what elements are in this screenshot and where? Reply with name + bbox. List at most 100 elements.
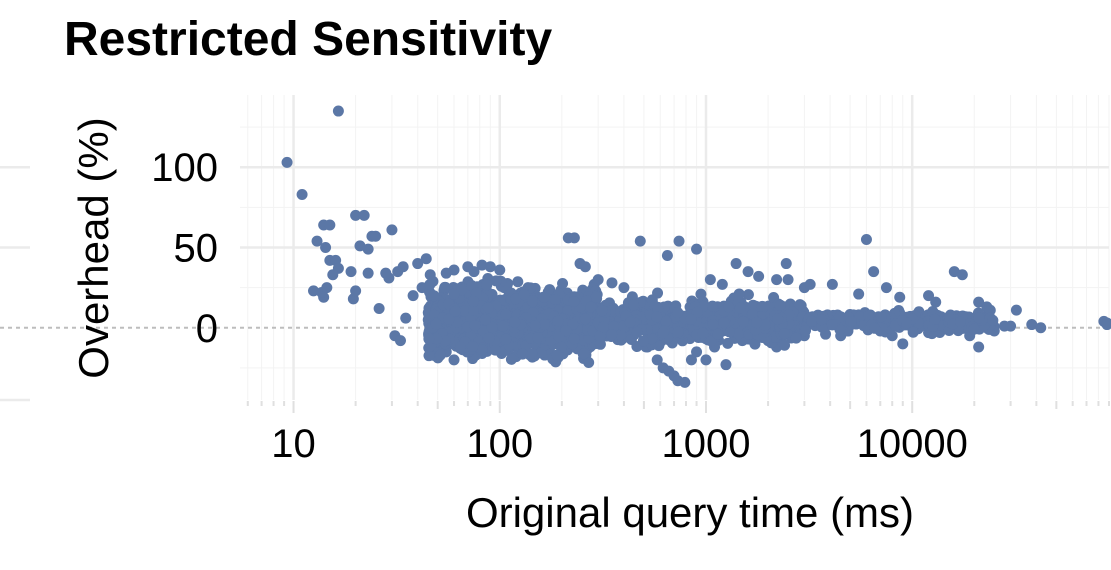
data-point bbox=[535, 347, 547, 359]
data-point bbox=[583, 356, 595, 368]
data-point bbox=[685, 354, 697, 366]
data-point bbox=[897, 338, 909, 350]
data-point bbox=[424, 279, 436, 291]
data-point bbox=[615, 329, 627, 341]
data-point bbox=[467, 341, 479, 353]
data-point bbox=[568, 296, 580, 308]
data-point bbox=[968, 323, 980, 335]
data-point bbox=[557, 278, 569, 290]
data-point bbox=[578, 348, 590, 360]
y-axis-title: Overhead (%) bbox=[70, 117, 117, 378]
data-point bbox=[880, 282, 892, 294]
data-point bbox=[751, 317, 763, 329]
data-point bbox=[691, 243, 703, 255]
data-point bbox=[624, 316, 636, 328]
data-point bbox=[517, 348, 529, 360]
chart-title: Restricted Sensitivity bbox=[64, 13, 553, 66]
data-point bbox=[606, 329, 618, 341]
data-point bbox=[794, 299, 806, 311]
data-point bbox=[568, 232, 580, 244]
data-point bbox=[779, 339, 791, 351]
data-point bbox=[380, 267, 392, 279]
data-point bbox=[845, 315, 857, 327]
data-point bbox=[449, 305, 461, 317]
data-point bbox=[476, 259, 488, 271]
data-point bbox=[486, 321, 498, 333]
data-point bbox=[526, 348, 538, 360]
data-point bbox=[568, 333, 580, 345]
data-point bbox=[672, 375, 684, 387]
data-point bbox=[370, 230, 382, 242]
data-point bbox=[778, 328, 790, 340]
data-point bbox=[412, 258, 424, 270]
data-point bbox=[782, 274, 794, 286]
data-point bbox=[1035, 322, 1047, 334]
data-point bbox=[579, 313, 591, 325]
data-point bbox=[551, 349, 563, 361]
data-point bbox=[868, 266, 880, 278]
data-point bbox=[663, 365, 675, 377]
data-point bbox=[477, 324, 489, 336]
data-point bbox=[815, 314, 827, 326]
x-axis-title: Original query time (ms) bbox=[466, 489, 914, 536]
data-point bbox=[1005, 320, 1017, 332]
data-point bbox=[657, 327, 669, 339]
data-point bbox=[716, 278, 728, 290]
data-point bbox=[321, 282, 333, 294]
data-point bbox=[407, 290, 419, 302]
data-point bbox=[780, 258, 792, 270]
data-point bbox=[1101, 319, 1111, 331]
data-point bbox=[759, 319, 771, 331]
data-point bbox=[579, 261, 591, 273]
data-point bbox=[742, 289, 754, 301]
data-point bbox=[923, 290, 935, 302]
data-point bbox=[672, 307, 684, 319]
data-point bbox=[332, 105, 344, 117]
data-point bbox=[311, 235, 323, 247]
data-point bbox=[954, 316, 966, 328]
x-axis-ticks: 10 100 1000 10000 bbox=[246, 401, 1110, 466]
data-point bbox=[350, 285, 362, 297]
y-axis-ticks: 0 50 100 bbox=[151, 146, 218, 351]
data-point bbox=[552, 315, 564, 327]
data-point bbox=[734, 302, 746, 314]
data-point bbox=[476, 344, 488, 356]
data-point bbox=[722, 337, 734, 349]
data-point bbox=[597, 321, 609, 333]
data-point bbox=[606, 277, 618, 289]
data-point bbox=[705, 335, 717, 347]
data-point bbox=[505, 353, 517, 365]
data-point bbox=[685, 313, 697, 325]
data-point bbox=[281, 156, 293, 168]
data-point bbox=[875, 311, 887, 323]
data-point bbox=[732, 328, 744, 340]
data-point bbox=[549, 293, 561, 305]
data-point bbox=[1026, 319, 1038, 331]
data-point bbox=[458, 305, 470, 317]
data-point bbox=[358, 209, 370, 221]
data-point bbox=[538, 291, 550, 303]
data-point bbox=[826, 319, 838, 331]
data-point bbox=[443, 313, 455, 325]
data-point bbox=[439, 281, 451, 293]
data-point bbox=[973, 312, 985, 324]
data-point bbox=[400, 312, 412, 324]
data-point bbox=[660, 315, 672, 327]
data-point bbox=[804, 278, 816, 290]
data-point bbox=[467, 295, 479, 307]
data-point bbox=[863, 310, 875, 322]
data-point bbox=[691, 346, 703, 358]
data-point bbox=[930, 296, 942, 308]
data-point bbox=[362, 267, 374, 279]
data-point bbox=[397, 261, 409, 273]
data-point bbox=[628, 299, 640, 311]
data-point bbox=[733, 288, 745, 300]
x-tick-label: 10 bbox=[271, 422, 316, 466]
data-point bbox=[483, 332, 495, 344]
data-point bbox=[907, 326, 919, 338]
data-point bbox=[470, 287, 482, 299]
data-point bbox=[529, 320, 541, 332]
data-point bbox=[430, 318, 442, 330]
data-point bbox=[673, 235, 685, 247]
